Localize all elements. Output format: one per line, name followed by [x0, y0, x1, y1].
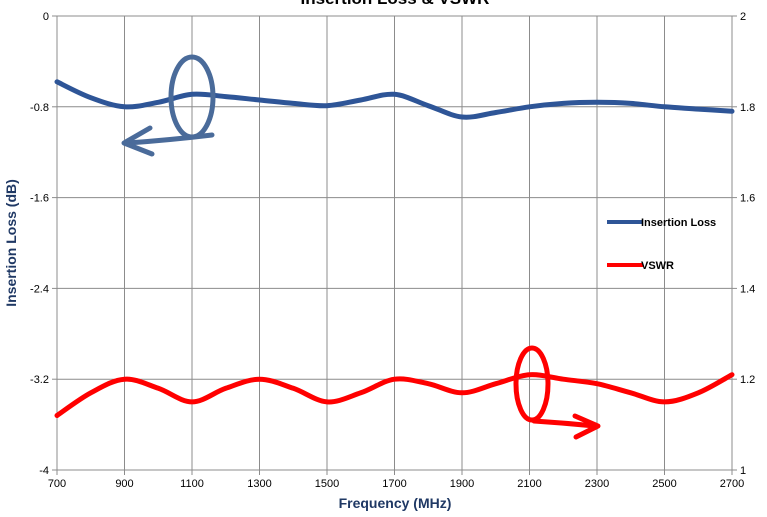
x-tick-label: 2100: [517, 478, 541, 490]
y-left-tick-label: -3.2: [30, 374, 49, 386]
y-right-tick-label: 1.8: [740, 102, 755, 114]
y-left-tick-label: 0: [43, 11, 49, 23]
x-tick-label: 1500: [315, 478, 339, 490]
legend-label-vswr: VSWR: [641, 260, 674, 272]
annotations: [121, 54, 601, 440]
y-left-tick-label: -1.6: [30, 193, 49, 205]
y-right-tick-label: 2: [740, 11, 746, 23]
x-tick-label: 1900: [450, 478, 474, 490]
legend: Insertion Loss VSWR: [607, 217, 716, 272]
y-left-tick-label: -0.8: [30, 102, 49, 114]
x-tick-label: 1300: [247, 478, 271, 490]
x-tick-label: 1700: [382, 478, 406, 490]
y-right-tick-label: 1.2: [740, 374, 755, 386]
x-tick-label: 700: [48, 478, 66, 490]
x-tick-label: 2300: [585, 478, 609, 490]
y-left-tick-label: -4: [39, 465, 49, 477]
x-tick-label: 1100: [180, 478, 204, 490]
y-axis-left-title: Insertion Loss (dB): [3, 179, 19, 307]
x-tick-label: 2700: [720, 478, 744, 490]
tick-labels: 700 900 1100 1300 1500 1700 1900 2100 2300 2500 27…: [30, 11, 755, 490]
y-right-tick-label: 1.6: [740, 193, 755, 205]
x-tick-label: 2500: [652, 478, 676, 490]
annotation-arrow-shaft-insertion-loss: [125, 132, 215, 146]
plot-area-border: [56, 15, 733, 471]
series-lines: [54, 79, 735, 418]
chart-title: Insertion Loss & VSWR: [301, 0, 490, 8]
x-tick-label: 900: [115, 478, 133, 490]
y-left-tick-label: -2.4: [30, 283, 49, 295]
legend-label-insertion-loss: Insertion Loss: [641, 217, 716, 229]
y-right-tick-label: 1.4: [740, 283, 755, 295]
annotation-arrowhead-insertion-loss: [121, 125, 155, 157]
y-right-tick-label: 1: [740, 465, 746, 477]
x-axis-title: Frequency (MHz): [339, 495, 452, 511]
annotation-arrowhead-vswr: [572, 413, 601, 440]
annotation-arrow-shaft-vswr: [531, 418, 598, 429]
